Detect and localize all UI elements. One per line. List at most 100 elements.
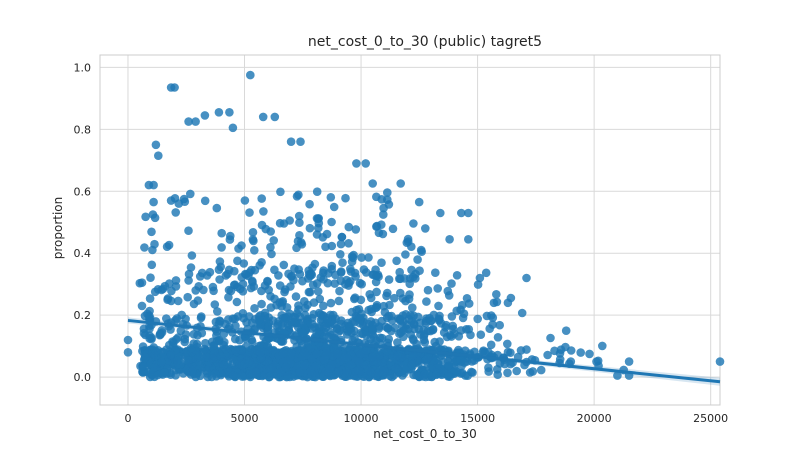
data-point xyxy=(462,294,472,303)
data-point xyxy=(151,346,161,356)
data-point xyxy=(295,367,304,377)
data-point xyxy=(191,117,200,126)
data-point xyxy=(195,272,205,281)
data-point xyxy=(414,197,424,207)
data-point xyxy=(210,300,220,309)
data-point xyxy=(140,243,149,252)
data-point xyxy=(171,371,180,380)
data-point xyxy=(200,196,210,206)
data-point xyxy=(390,293,399,303)
data-point xyxy=(451,366,460,376)
data-point xyxy=(503,339,512,349)
data-point xyxy=(209,341,218,350)
data-point xyxy=(247,276,257,286)
data-point xyxy=(481,268,491,278)
data-point xyxy=(408,351,418,360)
data-point xyxy=(410,324,419,334)
data-point xyxy=(350,294,359,304)
data-point xyxy=(428,325,438,335)
data-point xyxy=(624,357,634,366)
data-point xyxy=(264,322,273,332)
data-point xyxy=(205,267,215,277)
data-point xyxy=(279,260,289,270)
data-point xyxy=(321,323,331,332)
data-point xyxy=(393,351,402,361)
data-point xyxy=(329,202,339,212)
data-point xyxy=(429,356,439,365)
data-point xyxy=(493,333,503,342)
data-point xyxy=(366,293,376,303)
data-point xyxy=(273,320,283,329)
data-point xyxy=(384,275,394,284)
data-point xyxy=(295,218,304,227)
data-point xyxy=(341,280,350,289)
data-point xyxy=(286,348,296,358)
data-point xyxy=(444,361,453,370)
data-point xyxy=(265,364,275,374)
data-point xyxy=(184,276,193,285)
x-tick-label: 20000 xyxy=(577,412,612,425)
data-point xyxy=(561,326,571,336)
data-point xyxy=(522,273,531,283)
data-point xyxy=(334,296,344,306)
data-point xyxy=(186,189,195,199)
data-point xyxy=(431,268,440,278)
data-point xyxy=(421,224,430,233)
data-point xyxy=(171,282,181,291)
data-point xyxy=(316,310,325,319)
data-point xyxy=(295,231,304,240)
data-point xyxy=(492,365,502,374)
data-point xyxy=(364,253,373,262)
data-point xyxy=(230,266,239,276)
data-point xyxy=(138,342,148,351)
data-point xyxy=(433,284,443,293)
data-point xyxy=(230,280,240,290)
data-point xyxy=(312,214,322,223)
data-point xyxy=(503,298,513,308)
data-point xyxy=(158,284,168,294)
data-point xyxy=(375,333,385,343)
data-point xyxy=(225,108,234,117)
data-point xyxy=(257,258,266,267)
data-point xyxy=(183,292,192,302)
data-point xyxy=(392,256,401,266)
data-point xyxy=(337,232,347,242)
data-point xyxy=(149,197,158,207)
data-point xyxy=(149,180,158,190)
data-point xyxy=(174,199,184,208)
data-point xyxy=(257,194,267,203)
regression-line xyxy=(127,318,721,384)
data-point xyxy=(447,279,456,288)
data-point xyxy=(266,242,275,252)
data-point xyxy=(250,304,259,313)
data-point xyxy=(162,242,172,251)
data-point xyxy=(237,273,246,282)
data-point xyxy=(305,199,314,209)
data-point xyxy=(311,372,320,382)
data-point xyxy=(314,223,323,233)
data-point xyxy=(292,243,301,253)
data-point xyxy=(303,300,312,310)
data-point xyxy=(299,361,309,371)
data-point xyxy=(566,357,576,366)
data-point xyxy=(475,273,485,283)
data-point xyxy=(170,83,179,92)
data-point xyxy=(445,235,454,244)
data-point xyxy=(372,300,382,310)
data-point xyxy=(138,362,148,371)
data-point xyxy=(422,297,431,306)
data-point xyxy=(173,296,183,306)
data-point xyxy=(401,250,410,259)
data-point xyxy=(396,179,406,188)
data-point xyxy=(399,332,408,342)
data-point xyxy=(137,301,147,311)
data-point xyxy=(194,282,203,291)
data-point xyxy=(228,314,238,324)
y-tick-label: 1.0 xyxy=(74,61,92,74)
data-point xyxy=(443,286,453,296)
data-point xyxy=(484,367,494,376)
data-point xyxy=(457,368,467,378)
data-point xyxy=(377,195,387,204)
data-point xyxy=(225,322,234,332)
data-point xyxy=(275,218,285,228)
